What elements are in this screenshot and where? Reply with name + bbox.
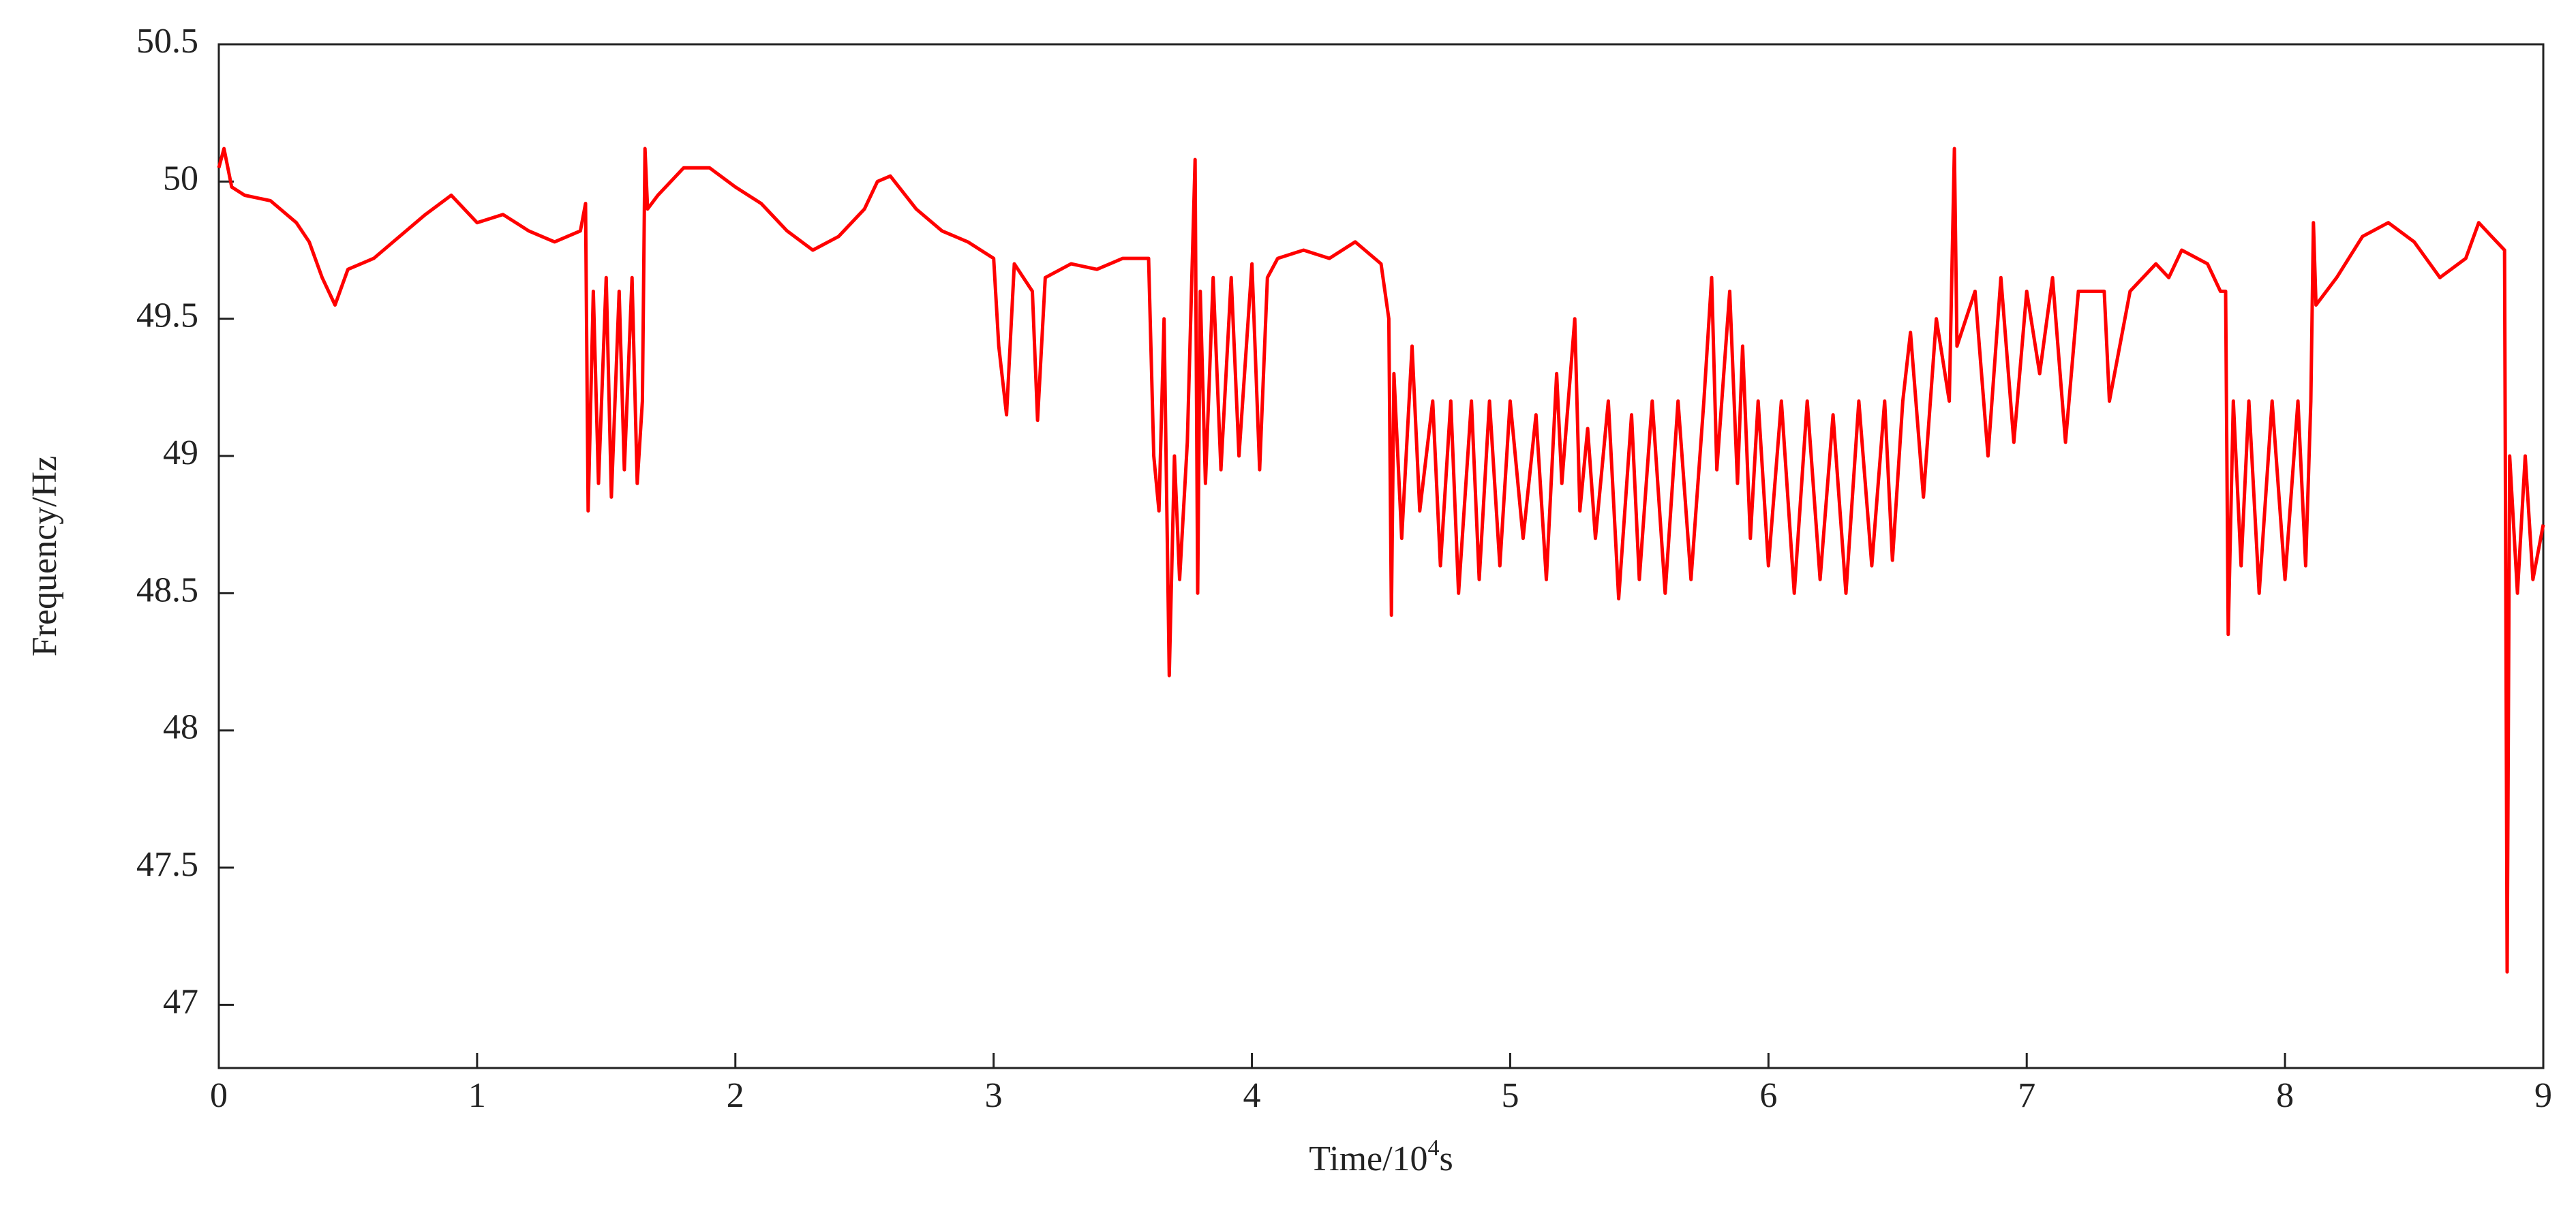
plot-frame — [217, 43, 2545, 1069]
y-tick-label: 47 — [163, 982, 198, 1021]
x-label-exponent: 4 — [1428, 1135, 1440, 1161]
y-axis-label: Frequency/Hz — [25, 456, 64, 657]
y-tick-label: 47.5 — [136, 845, 198, 884]
y-tick-label: 50.5 — [136, 22, 198, 61]
y-tick-label: 50 — [163, 159, 198, 198]
x-tick-label: 1 — [468, 1076, 486, 1115]
y-tick-label: 48.5 — [136, 570, 198, 609]
x-label-unit: s — [1440, 1140, 1453, 1178]
x-tick-label: 4 — [1243, 1076, 1261, 1115]
x-tick-label: 2 — [727, 1076, 744, 1115]
x-label-base: Time/10 — [1309, 1140, 1427, 1178]
y-tick-label: 49.5 — [136, 296, 198, 335]
x-tick-label: 7 — [2018, 1076, 2035, 1115]
x-tick-label: 8 — [2276, 1076, 2294, 1115]
x-tick-label: 6 — [1759, 1076, 1777, 1115]
y-tick-label: 49 — [163, 433, 198, 472]
data-line — [217, 147, 2545, 974]
x-tick-label: 9 — [2534, 1076, 2552, 1115]
x-tick-label: 0 — [210, 1076, 228, 1115]
y-tick-label: 48 — [163, 708, 198, 747]
x-tick-label: 5 — [1501, 1076, 1519, 1115]
x-axis-label: Time/104s — [1309, 1135, 1453, 1178]
x-tick-label: 3 — [985, 1076, 1003, 1115]
